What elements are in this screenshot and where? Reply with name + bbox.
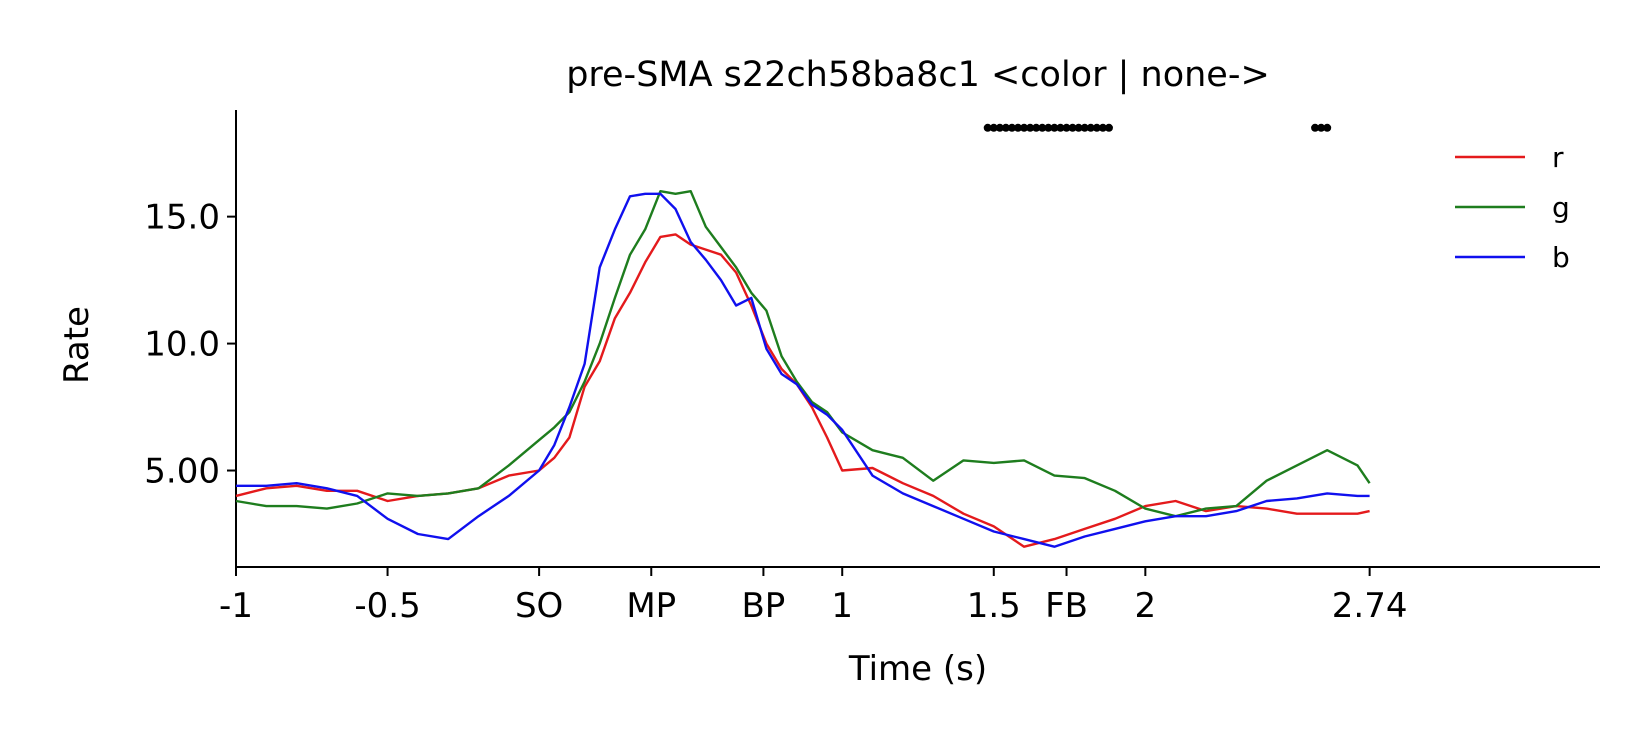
x-tick-label: 2.74 — [1332, 586, 1408, 626]
x-tick-label: 2 — [1135, 586, 1157, 626]
significance-marker — [1092, 123, 1101, 132]
chart-title: pre-SMA s22ch58ba8c1 <color | none-> — [566, 55, 1270, 95]
series-line-b — [236, 192, 1370, 548]
significance-marker — [1044, 123, 1053, 132]
y-tick-label: 15.0 — [144, 198, 220, 238]
x-tick-label: 1.5 — [967, 586, 1021, 626]
legend-label-g: g — [1552, 191, 1570, 224]
y-tick-label: 5.00 — [144, 452, 220, 492]
significance-marker — [989, 123, 998, 132]
significance-marker — [1026, 123, 1035, 132]
x-tick-label: -1 — [219, 586, 253, 626]
significance-marker — [1062, 123, 1071, 132]
legend-label-b: b — [1552, 241, 1570, 274]
x-tick-label: -0.5 — [354, 586, 420, 626]
significance-marker — [1098, 123, 1107, 132]
x-tick-label: 1 — [831, 586, 853, 626]
significance-marker — [1020, 123, 1029, 132]
plot-area: -1 -0.5 SO MP BP 1 1.5 FB 2 2.74 5.00 10.0 15.0 rgb — [144, 110, 1600, 626]
significance-marker — [1086, 123, 1095, 132]
y-axis-label: Rate — [57, 306, 97, 384]
x-axis-label: Time (s) — [848, 649, 987, 689]
x-tick-label: BP — [741, 586, 785, 626]
significance-marker — [1311, 123, 1320, 132]
significance-marker — [1104, 123, 1113, 132]
x-tick-label: MP — [626, 586, 676, 626]
significance-marker — [1074, 123, 1083, 132]
series-line-g — [235, 189, 1371, 518]
significance-marker — [1056, 123, 1065, 132]
significance-marker — [1317, 123, 1326, 132]
significance-marker — [1001, 123, 1010, 132]
significance-marker — [1038, 123, 1047, 132]
x-tick-label: FB — [1045, 586, 1088, 626]
x-tick-label: SO — [515, 586, 563, 626]
significance-marker — [1007, 123, 1016, 132]
significance-marker — [1050, 123, 1059, 132]
significance-marker — [1323, 123, 1332, 132]
significance-marker — [1080, 123, 1089, 132]
significance-marker — [1068, 123, 1077, 132]
legend-label-r: r — [1552, 141, 1564, 174]
significance-marker — [1032, 123, 1041, 132]
y-tick-label: 10.0 — [144, 325, 220, 365]
significance-marker — [983, 123, 992, 132]
significance-marker — [995, 123, 1004, 132]
significance-marker — [1014, 123, 1023, 132]
